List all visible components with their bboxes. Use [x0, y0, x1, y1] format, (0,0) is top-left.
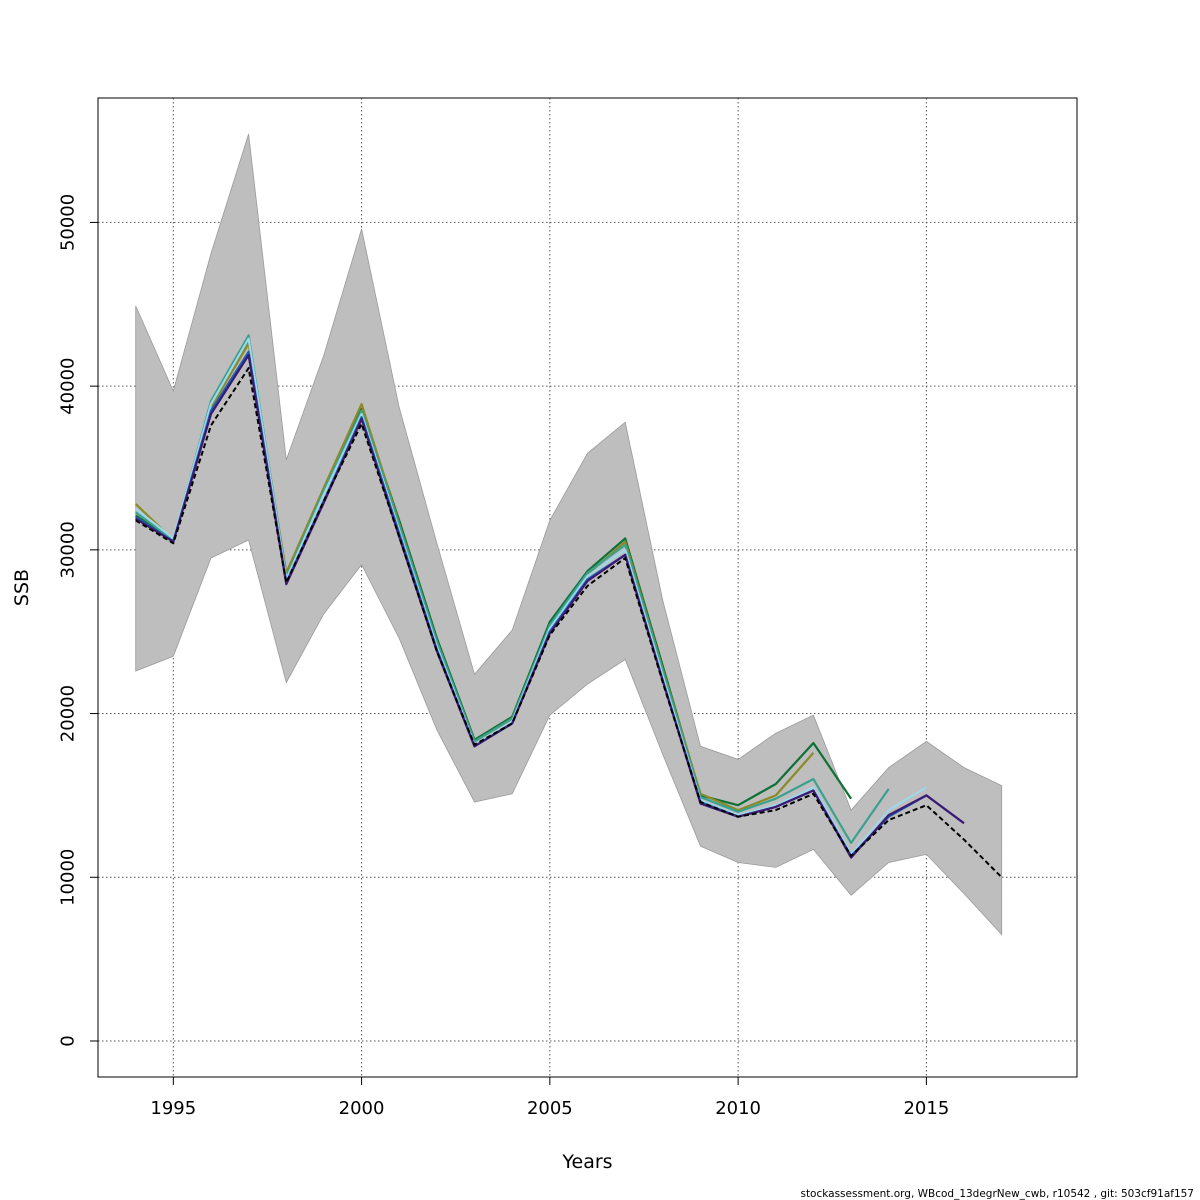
y-tick-label: 20000 [58, 685, 79, 742]
y-tick-label: 50000 [58, 194, 79, 251]
y-tick-label: 0 [58, 1035, 79, 1046]
x-tick-label: 2010 [715, 1098, 761, 1119]
confidence-band [135, 133, 1003, 936]
x-axis-title: Years [561, 1151, 612, 1173]
series-line-7 [135, 367, 1003, 879]
y-axis-title: SSB [11, 569, 33, 606]
x-tick-label: 2015 [903, 1098, 949, 1119]
y-tick-label: 40000 [58, 358, 79, 415]
y-tick-label: 30000 [58, 521, 79, 578]
x-tick-label: 1995 [150, 1098, 196, 1119]
x-tick-label: 2005 [527, 1098, 573, 1119]
series-layer [134, 334, 1003, 879]
confidence-band-layer [135, 133, 1003, 936]
footer-note: stockassessment.org, WBcod_13degrNew_cwb… [800, 1188, 1194, 1200]
x-tick-label: 2000 [339, 1098, 385, 1119]
axes: 1995 2000 2005 2010 2015 0 10000 20000 30000 4000… [58, 194, 950, 1119]
y-tick-label: 10000 [58, 849, 79, 906]
